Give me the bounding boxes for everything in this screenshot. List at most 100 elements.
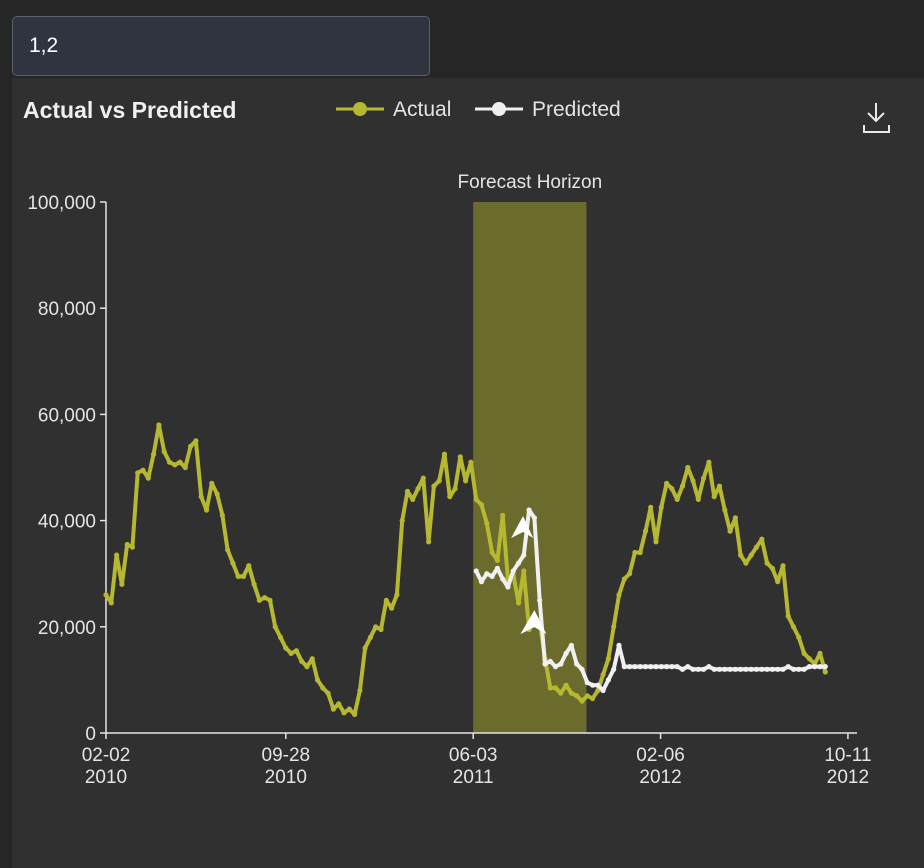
- data-point-actual: [309, 656, 315, 662]
- data-point-predicted: [500, 576, 506, 582]
- data-point-predicted: [753, 666, 760, 672]
- data-point-actual: [119, 581, 125, 587]
- data-point-actual: [775, 579, 781, 585]
- data-point-predicted: [664, 664, 670, 670]
- data-point-predicted: [542, 661, 548, 667]
- data-point-actual: [410, 496, 416, 502]
- data-point-actual: [346, 706, 352, 712]
- chart-title: Actual vs Predicted: [23, 97, 236, 123]
- data-point-actual: [156, 422, 162, 428]
- data-point-actual: [426, 539, 432, 545]
- data-point-predicted: [642, 664, 649, 670]
- data-point-actual: [161, 449, 167, 455]
- data-point-actual: [605, 656, 612, 662]
- data-point-predicted: [632, 664, 638, 670]
- data-point-actual: [764, 560, 770, 566]
- legend-item-predicted[interactable]: Predicted: [475, 98, 621, 121]
- data-point-predicted: [695, 666, 701, 672]
- x-axis: 02-02201009-28201006-03201102-06201210-1…: [82, 732, 872, 788]
- data-point-predicted: [658, 664, 664, 670]
- cursor-arrow-predicted: [511, 515, 534, 538]
- data-point-predicted: [521, 552, 527, 558]
- data-point-actual: [129, 544, 135, 550]
- chart-svg: Actual vs Predicted Actual Predicted For…: [23, 97, 890, 788]
- data-point-predicted: [605, 677, 612, 683]
- data-point-predicted: [701, 666, 707, 672]
- data-point-actual: [114, 552, 120, 558]
- data-point-predicted: [738, 666, 744, 672]
- data-point-predicted: [711, 666, 717, 672]
- data-point-actual: [674, 496, 680, 502]
- forecast-horizon-band: [473, 202, 587, 733]
- data-point-actual: [722, 507, 728, 513]
- data-point-predicted: [817, 664, 823, 670]
- x-tick-label: 09-28: [262, 745, 311, 766]
- data-point-actual: [145, 475, 151, 481]
- data-point-predicted: [627, 664, 633, 670]
- data-point-actual: [124, 541, 130, 548]
- toolbar-strip: [0, 0, 924, 78]
- data-point-predicted: [653, 664, 659, 670]
- data-point-actual: [600, 672, 606, 678]
- data-point-actual: [108, 600, 114, 606]
- forecast-horizon-label: Forecast Horizon: [458, 172, 603, 193]
- data-point-actual: [732, 515, 739, 521]
- data-point-actual: [685, 464, 691, 471]
- data-point-actual: [188, 443, 194, 449]
- data-point-actual: [547, 685, 553, 691]
- legend[interactable]: Actual Predicted: [336, 98, 621, 121]
- data-point-actual: [494, 557, 500, 563]
- data-point-actual: [579, 698, 585, 704]
- data-point-actual: [256, 597, 262, 603]
- data-point-actual: [679, 483, 686, 489]
- data-point-actual: [743, 560, 749, 566]
- data-point-actual: [521, 568, 527, 574]
- data-point-predicted: [637, 664, 643, 670]
- data-point-predicted: [706, 664, 712, 670]
- y-tick-label: 40,000: [38, 512, 96, 533]
- data-point-predicted: [796, 666, 802, 672]
- data-point-predicted: [764, 666, 770, 672]
- data-point-actual: [716, 483, 723, 489]
- data-point-actual: [267, 597, 273, 603]
- data-point-actual: [611, 624, 617, 630]
- data-point-actual: [616, 592, 622, 598]
- data-point-predicted: [716, 666, 723, 672]
- data-point-actual: [753, 544, 760, 550]
- x-tick-label: 02-02: [82, 745, 131, 766]
- x-tick-label-year: 2010: [85, 767, 127, 788]
- data-point-actual: [293, 648, 299, 654]
- data-point-predicted: [600, 687, 606, 694]
- data-point-actual: [193, 438, 199, 444]
- data-point-predicted: [785, 664, 791, 670]
- legend-item-actual[interactable]: Actual: [336, 98, 451, 121]
- data-point-predicted: [743, 666, 749, 672]
- data-point-actual: [701, 475, 707, 481]
- data-point-actual: [738, 552, 744, 558]
- data-point-actual: [558, 690, 564, 696]
- data-point-predicted: [494, 565, 500, 571]
- data-point-predicted: [685, 664, 691, 670]
- data-point-actual: [568, 690, 575, 696]
- data-point-predicted: [679, 666, 686, 672]
- data-point-actual: [468, 459, 474, 465]
- data-point-actual: [653, 539, 659, 545]
- data-point-actual: [648, 504, 654, 510]
- data-point-actual: [367, 634, 373, 641]
- data-point-predicted: [611, 666, 617, 672]
- data-point-predicted: [563, 650, 569, 657]
- data-point-actual: [299, 658, 305, 664]
- y-tick-label: 80,000: [38, 299, 96, 320]
- data-point-actual: [759, 536, 765, 542]
- data-point-actual: [240, 573, 247, 579]
- data-point-actual: [277, 634, 284, 641]
- series-input[interactable]: [12, 16, 430, 76]
- cursor-arrow-actual: [520, 610, 547, 635]
- y-tick-label: 60,000: [38, 405, 96, 426]
- data-point-predicted: [812, 664, 818, 670]
- data-point-predicted: [579, 666, 585, 672]
- download-icon[interactable]: [863, 103, 890, 133]
- x-tick-label-year: 2012: [827, 767, 869, 788]
- data-point-actual: [790, 624, 797, 630]
- legend-label-actual: Actual: [393, 98, 451, 121]
